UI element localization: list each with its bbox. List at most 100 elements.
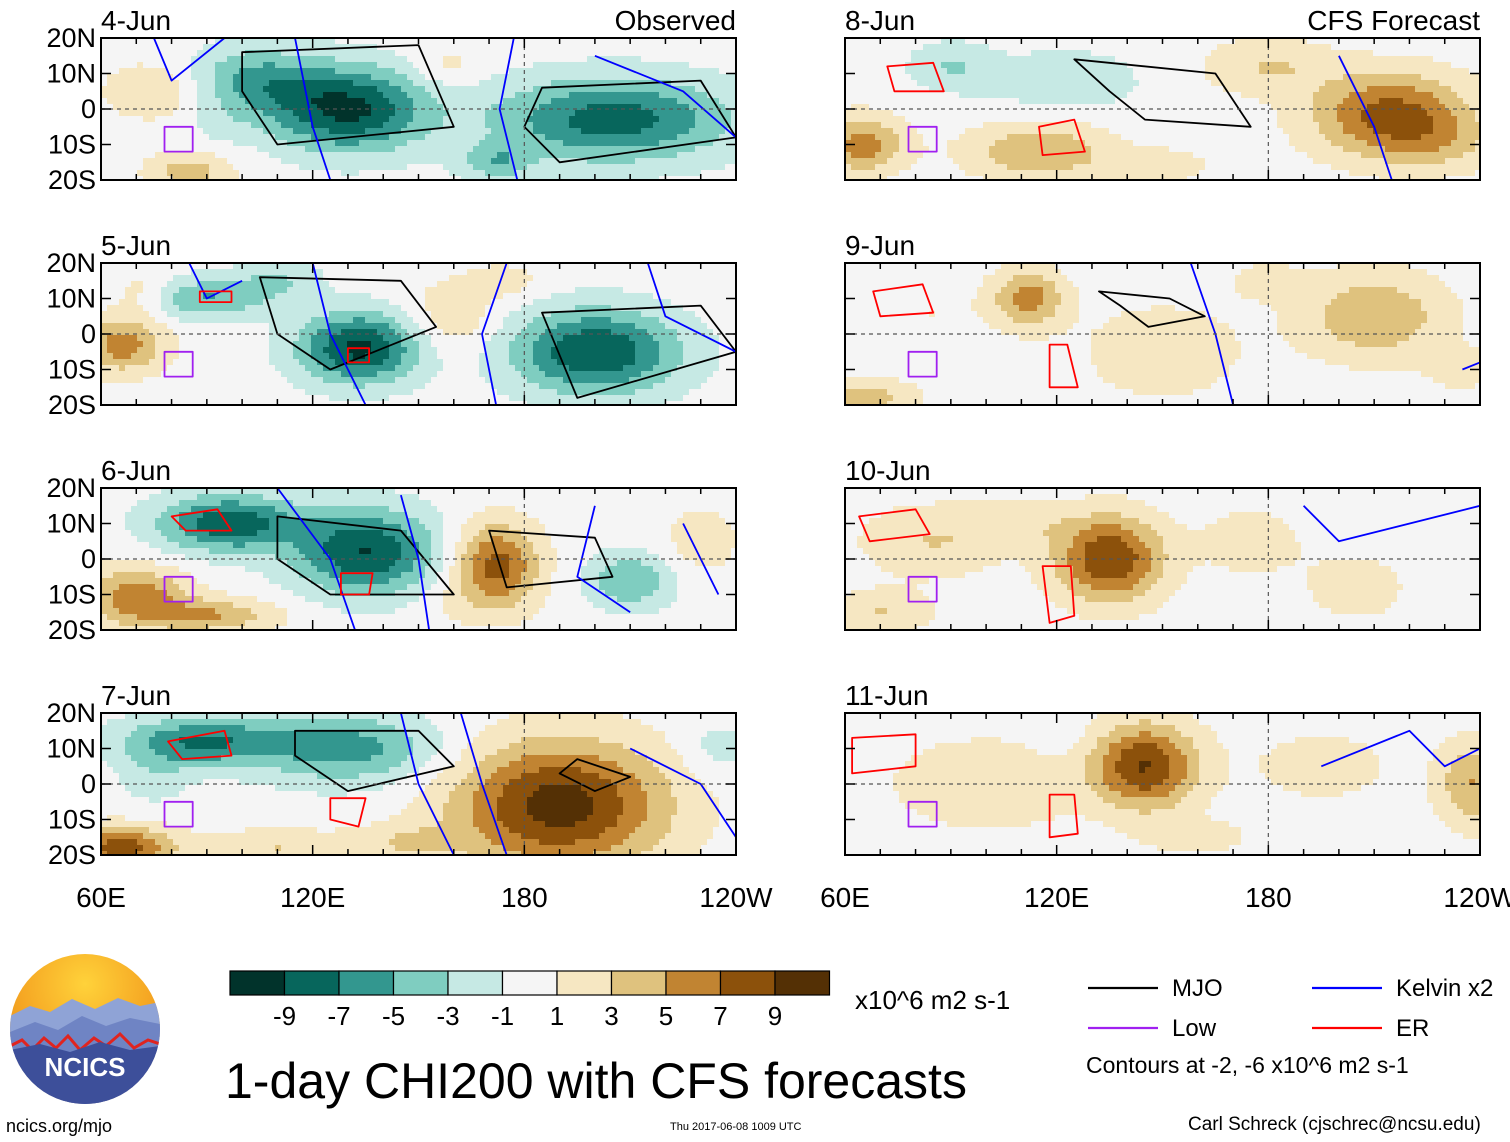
kelvin-contour — [682, 523, 720, 595]
y-tick-label: 10N — [46, 509, 96, 539]
low-contour — [907, 575, 938, 603]
colorbar-label: 5 — [659, 1001, 673, 1031]
y-tick-label: 10S — [48, 805, 96, 835]
contour-legend: MJO Kelvin x2 Low ER — [1088, 975, 1493, 1042]
kelvin-contour — [188, 263, 243, 300]
y-tick-label: 10N — [46, 59, 96, 89]
er-contour — [198, 290, 233, 303]
y-tick-label: 20N — [46, 23, 96, 53]
x-tick-label: 120W — [1443, 882, 1510, 913]
x-tick-label: 120E — [1024, 882, 1089, 913]
y-tick-label: 0 — [81, 94, 96, 124]
colorbar-swatch — [229, 970, 286, 996]
map-panel-7-Jun: 20N 10N 0 10S 20S 7-Jun 60E 120E 180 120W — [46, 680, 773, 913]
contour-note: Contours at -2, -6 x10^6 m2 s-1 — [1086, 1052, 1409, 1079]
mjo-contour — [241, 44, 455, 146]
mjo-contour — [1073, 58, 1252, 128]
er-contour — [1038, 118, 1086, 156]
colorbar-label: 7 — [713, 1001, 727, 1031]
er-contour — [872, 283, 935, 318]
kelvin-contour — [481, 263, 508, 405]
map-panel-8-Jun: 8-Jun CFS Forecast — [844, 5, 1481, 181]
y-tick-label: 20S — [48, 390, 96, 420]
panel-date: 7-Jun — [101, 680, 171, 711]
anomaly-field — [101, 263, 736, 405]
colorbar-swatch — [719, 970, 776, 996]
kelvin-contour — [629, 747, 736, 838]
mjo-contour — [488, 529, 614, 589]
panel-date: 9-Jun — [845, 230, 915, 261]
er-contour — [167, 729, 233, 760]
er-contour — [170, 508, 233, 532]
colorbar-label: 3 — [604, 1001, 618, 1031]
kelvin-contour — [646, 263, 736, 353]
x-tick-label: 60E — [76, 882, 126, 913]
kelvin-contour — [400, 494, 430, 630]
map-panel-11-Jun: 11-Jun 60E 120E 180 120W — [820, 680, 1510, 913]
kelvin-contour — [311, 263, 367, 405]
er-contour — [329, 797, 367, 828]
panel-date: 4-Jun — [101, 5, 171, 36]
site-url[interactable]: ncics.org/mjo — [6, 1116, 112, 1137]
er-contour — [1048, 343, 1079, 389]
legend-label: Low — [1172, 1015, 1217, 1042]
map-panel-5-Jun: 20N 10N 0 10S 20S 5-Jun — [46, 230, 737, 420]
panel-date: 6-Jun — [101, 455, 171, 486]
mjo-contour — [1098, 290, 1206, 328]
colorbar: -9 -7 -5 -3 -1 1 3 5 7 9 — [229, 970, 831, 1031]
low-contour — [163, 350, 194, 378]
low-contour — [163, 575, 194, 603]
map-panel-6-Jun: 20N 10N 0 10S 20S 6-Jun — [46, 455, 737, 645]
colorbar-swatch — [392, 970, 449, 996]
kelvin-contour — [594, 54, 736, 139]
y-tick-label: 20S — [48, 615, 96, 645]
panel-date: 11-Jun — [845, 680, 929, 711]
colorbar-swatch — [447, 970, 504, 996]
column-header: Observed — [615, 5, 736, 36]
kelvin-contour — [576, 505, 631, 614]
y-tick-label: 10S — [48, 130, 96, 160]
anomaly-field — [845, 263, 1480, 405]
colorbar-label: -9 — [273, 1001, 296, 1031]
panel-date: 8-Jun — [845, 5, 915, 36]
low-contour — [163, 125, 194, 153]
colorbar-swatch — [610, 970, 667, 996]
colorbar-label: -1 — [491, 1001, 514, 1031]
kelvin-contour — [1302, 504, 1480, 543]
mjo-contour — [294, 729, 455, 792]
colorbar-label: -5 — [382, 1001, 405, 1031]
y-tick-label: 20N — [46, 698, 96, 728]
er-contour — [1041, 565, 1076, 624]
map-panel-4-Jun: 20N 10N 0 10S 20S 4-Jun Observed — [46, 5, 737, 195]
y-tick-label: 10N — [46, 734, 96, 764]
y-tick-label: 0 — [81, 544, 96, 574]
map-panel-9-Jun: 9-Jun — [844, 230, 1481, 406]
colorbar-label: 9 — [768, 1001, 782, 1031]
er-contour — [858, 508, 931, 543]
kelvin-contour — [400, 713, 455, 855]
logo-text: NCICS — [45, 1052, 126, 1082]
er-contour — [886, 61, 945, 93]
y-tick-label: 20N — [46, 473, 96, 503]
x-tick-label: 120E — [280, 882, 345, 913]
colorbar-label: -3 — [436, 1001, 459, 1031]
colorbar-swatch — [283, 970, 340, 996]
low-contour — [163, 800, 194, 828]
timestamp: Thu 2017-06-08 1009 UTC — [670, 1121, 801, 1133]
colorbar-label: 1 — [550, 1001, 564, 1031]
anomaly-field — [101, 38, 736, 180]
figure-title: 1-day CHI200 with CFS forecasts — [225, 1052, 967, 1110]
er-contour — [340, 572, 374, 596]
x-tick-label: 180 — [1245, 882, 1292, 913]
ncics-logo: NCICS — [10, 954, 160, 1104]
y-tick-label: 20S — [48, 165, 96, 195]
legend-label: Kelvin x2 — [1396, 975, 1493, 1002]
kelvin-contour — [1338, 55, 1393, 180]
y-tick-label: 20S — [48, 840, 96, 870]
y-tick-label: 0 — [81, 319, 96, 349]
mjo-contour — [558, 758, 632, 792]
legend-label: ER — [1396, 1015, 1429, 1042]
mjo-contour — [541, 304, 736, 399]
kelvin-contour — [459, 713, 508, 855]
